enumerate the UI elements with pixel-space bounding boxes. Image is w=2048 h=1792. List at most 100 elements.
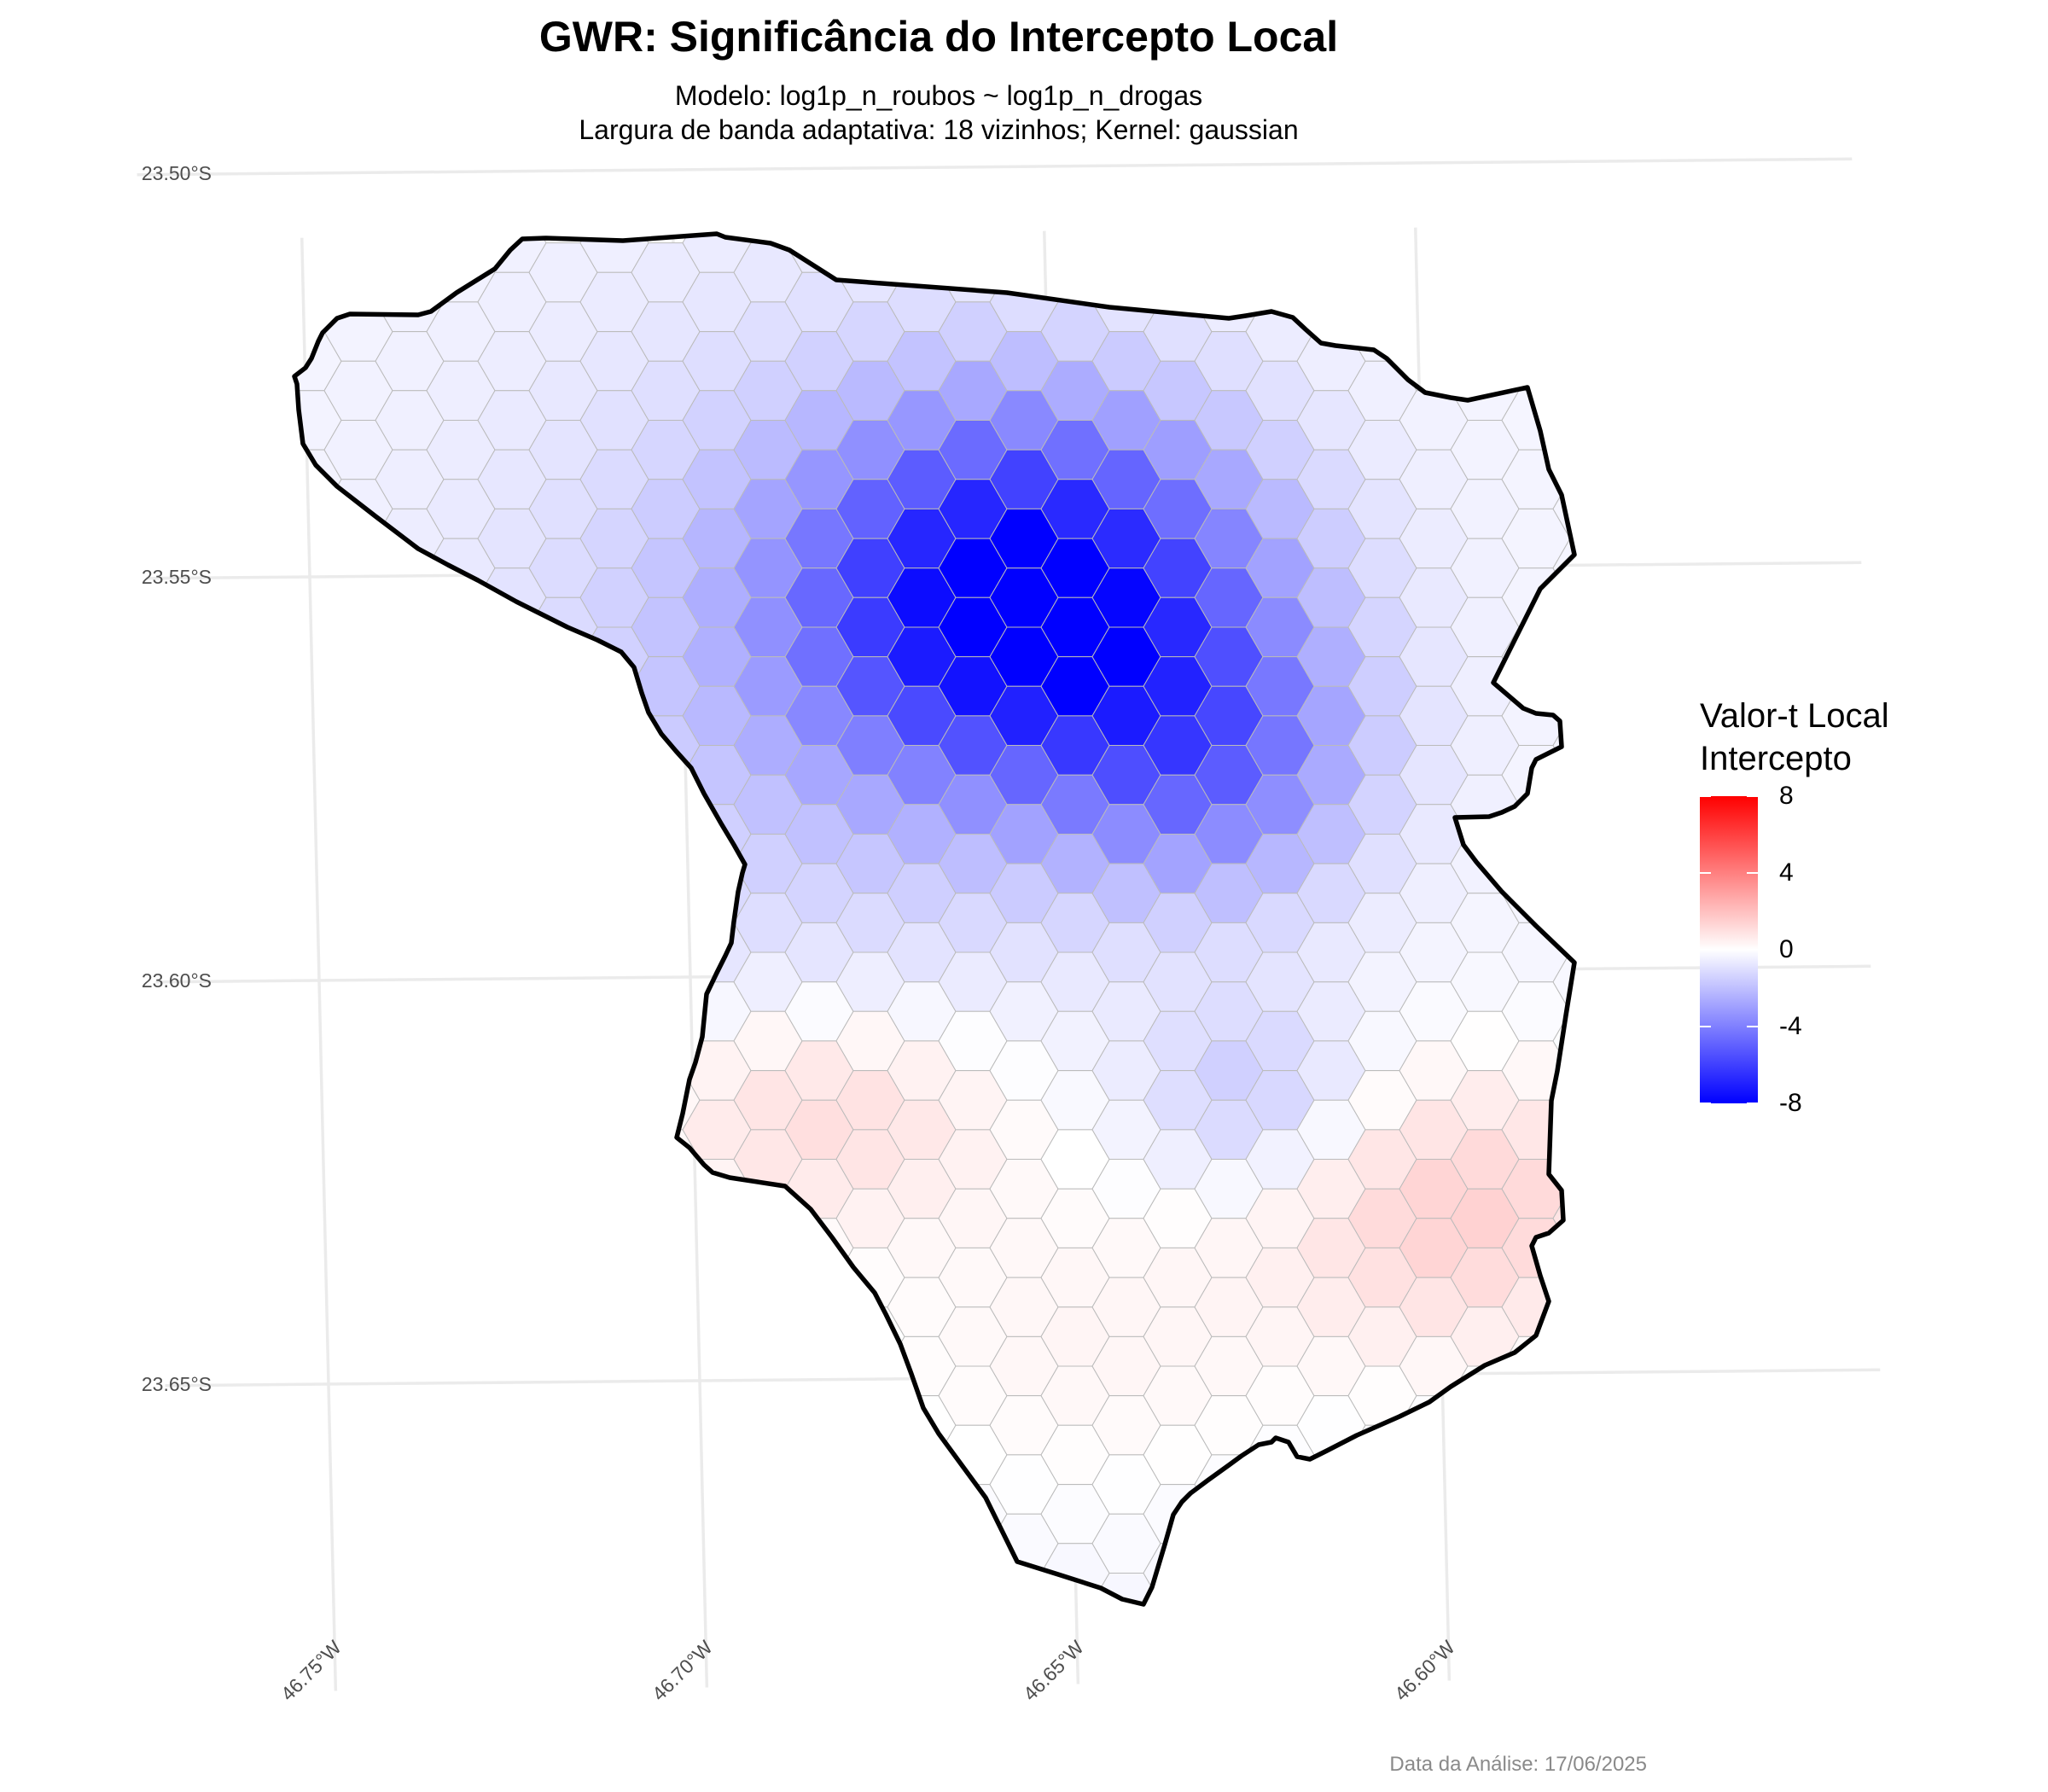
hex-cell bbox=[579, 981, 649, 1042]
hex-cell bbox=[1450, 1484, 1520, 1545]
hex-cell bbox=[631, 1306, 701, 1367]
hex-cell bbox=[528, 715, 598, 776]
hex-cell bbox=[1501, 234, 1571, 273]
hex-cell bbox=[477, 1218, 547, 1278]
hex-cell bbox=[323, 1247, 393, 1308]
hex-cell bbox=[426, 1365, 496, 1426]
hex-cell bbox=[477, 745, 547, 806]
hex-cell bbox=[528, 774, 598, 835]
hex-cell bbox=[323, 834, 393, 894]
hex-cell bbox=[426, 1306, 496, 1367]
hex-cell bbox=[631, 1484, 701, 1545]
hex-cell bbox=[784, 1277, 854, 1337]
hex-cell bbox=[294, 685, 342, 746]
hex-cell bbox=[426, 596, 496, 658]
hex-cell bbox=[1245, 242, 1315, 303]
hex-cell bbox=[477, 1159, 547, 1219]
hex-cell bbox=[1347, 242, 1417, 303]
hex-cell bbox=[323, 596, 393, 658]
hex-cell bbox=[1296, 234, 1366, 273]
hex-cell bbox=[1450, 1424, 1520, 1486]
hex-cell bbox=[294, 1159, 342, 1219]
hex-cell bbox=[375, 626, 445, 687]
hex-cell bbox=[631, 1365, 701, 1426]
hex-cell bbox=[426, 834, 496, 894]
lat-tick-label: 23.65°S bbox=[142, 1373, 212, 1395]
map-subtitle-model: Modelo: log1p_n_roubos ~ log1p_n_drogas bbox=[674, 80, 1203, 111]
hex-cell bbox=[1552, 301, 1574, 362]
hex-cell bbox=[426, 1543, 496, 1603]
hex-cell bbox=[1347, 1484, 1417, 1545]
hex-cell bbox=[733, 1306, 803, 1367]
lat-tick-label: 23.55°S bbox=[142, 566, 212, 588]
hex-cell bbox=[579, 1099, 649, 1160]
hex-cell bbox=[375, 1573, 445, 1604]
hex-cell bbox=[579, 1218, 649, 1278]
hex-cell bbox=[733, 1365, 803, 1426]
lat-gridline bbox=[137, 157, 1853, 177]
hex-cell bbox=[579, 1454, 649, 1515]
hex-cell bbox=[1552, 1306, 1574, 1367]
hex-cell bbox=[1194, 1513, 1264, 1574]
hex-cell bbox=[579, 1335, 649, 1397]
hex-cell bbox=[477, 1277, 547, 1337]
hex-cell bbox=[1552, 1247, 1574, 1308]
map-subtitle-bandwidth: Largura de banda adaptativa: 18 vizinhos… bbox=[579, 114, 1299, 145]
hex-cell bbox=[1040, 242, 1110, 303]
hex-cell bbox=[477, 626, 547, 687]
hex-cell bbox=[528, 1070, 598, 1131]
hex-cell bbox=[1450, 1543, 1520, 1603]
hex-cell bbox=[375, 981, 445, 1042]
hex-cell bbox=[375, 1335, 445, 1397]
hex-cell bbox=[477, 804, 547, 864]
hex-cell bbox=[631, 1543, 701, 1603]
hex-cell bbox=[579, 1277, 649, 1337]
hex-cell bbox=[528, 1365, 598, 1426]
legend-title: Valor-t Local Intercepto bbox=[1700, 695, 2007, 780]
hex-cell bbox=[579, 1395, 649, 1456]
hex-cell bbox=[579, 685, 649, 746]
hex-cell bbox=[1552, 1424, 1574, 1486]
hex-cell bbox=[375, 804, 445, 864]
hex-cell bbox=[1552, 893, 1574, 953]
hex-cell bbox=[579, 1573, 649, 1604]
hex-cell bbox=[887, 1573, 957, 1604]
hex-cell bbox=[1143, 242, 1213, 303]
hex-cell bbox=[989, 1573, 1059, 1604]
hex-cell bbox=[1399, 1513, 1469, 1574]
hex-cell bbox=[784, 1454, 854, 1515]
hex-cell bbox=[1552, 1129, 1574, 1190]
hex-cell bbox=[1552, 242, 1574, 303]
hex-cell bbox=[1501, 331, 1571, 392]
lon-gridline bbox=[300, 237, 338, 1691]
hex-cell bbox=[733, 1424, 803, 1486]
hex-cell bbox=[1501, 1573, 1571, 1604]
hex-cell bbox=[1552, 656, 1574, 717]
hex-cell bbox=[426, 1129, 496, 1190]
hex-cell bbox=[294, 981, 342, 1042]
legend-tick-label: 4 bbox=[1779, 858, 1794, 887]
hex-cell bbox=[375, 1099, 445, 1160]
hex-cell bbox=[528, 1424, 598, 1486]
hex-cell bbox=[1347, 1543, 1417, 1603]
hex-cell bbox=[1450, 301, 1520, 362]
hex-cell bbox=[1552, 360, 1574, 421]
hex-cell bbox=[528, 1129, 598, 1190]
hex-cell bbox=[375, 1454, 445, 1515]
hex-cell bbox=[579, 745, 649, 806]
hex-cell bbox=[477, 1040, 547, 1101]
hex-cell bbox=[1501, 1513, 1571, 1574]
hex-cell bbox=[426, 1484, 496, 1545]
hex-cell bbox=[323, 715, 393, 776]
hex-cell bbox=[528, 834, 598, 894]
hex-cell bbox=[375, 922, 445, 983]
hex-cell bbox=[733, 1247, 803, 1308]
hex-cell bbox=[579, 863, 649, 923]
hex-cell bbox=[1501, 804, 1571, 864]
hex-cell bbox=[323, 1070, 393, 1131]
hex-cell bbox=[784, 1335, 854, 1397]
hex-cell bbox=[294, 234, 342, 273]
hex-cell bbox=[294, 863, 342, 923]
hex-cell bbox=[323, 893, 393, 953]
hex-cell bbox=[733, 1543, 803, 1603]
